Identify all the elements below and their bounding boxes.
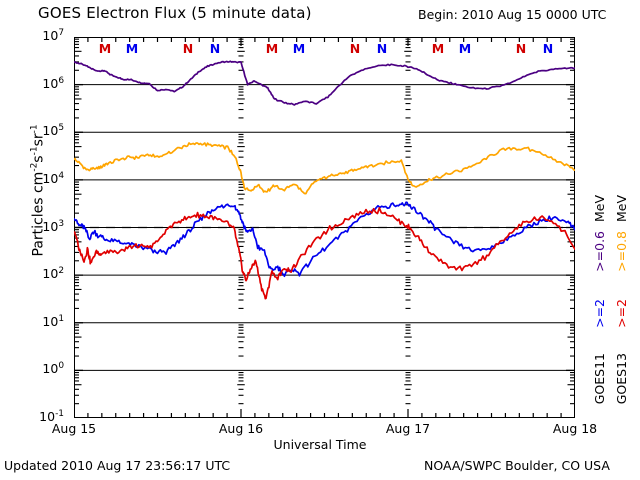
updated-timestamp: Updated 2010 Aug 17 23:56:17 UTC: [4, 458, 231, 473]
y-axis-label-s: s: [30, 155, 47, 163]
legend-goes13-satellite: GOES13: [614, 353, 629, 405]
legend-goes13-energy: >=0.8: [614, 231, 629, 272]
series-line: [74, 201, 575, 278]
event-flag: N: [182, 41, 194, 56]
event-flag: M: [431, 41, 445, 56]
y-axis-exp-2: -1: [29, 146, 40, 156]
y-axis-tick-label: 100: [42, 361, 65, 377]
gridlines: [74, 84, 575, 371]
legend-goes13-unit: MeV: [614, 195, 629, 223]
x-axis-label: Universal Time: [273, 437, 367, 452]
legend-goes11-energy: >=0.6: [592, 231, 607, 272]
series-line: [74, 207, 575, 300]
event-flag: M: [265, 41, 279, 56]
y-axis-tick-label: 105: [42, 123, 65, 139]
chart-canvas[interactable]: [74, 37, 575, 418]
event-flag: N: [542, 41, 554, 56]
x-axis-tick-label: Aug 18: [552, 421, 598, 436]
data-series-group: [74, 60, 575, 300]
y-axis-tick-label: 106: [42, 75, 65, 91]
y-axis-tick-label: 103: [42, 218, 65, 234]
x-axis-tick-label: Aug 16: [218, 421, 264, 436]
legend-goes11-e2: >=2: [592, 299, 607, 328]
event-flag: N: [349, 41, 361, 56]
x-axis-tick-label: Aug 17: [385, 421, 431, 436]
y-axis-tick-label: 107: [42, 28, 65, 44]
event-flag: M: [125, 41, 139, 56]
legend-goes13-e2: >=2: [614, 299, 629, 328]
event-flag: M: [458, 41, 472, 56]
y-axis-tick-label: 104: [42, 170, 65, 187]
event-flag: M: [98, 41, 112, 56]
begin-time-label: Begin: 2010 Aug 15 0000 UTC: [418, 7, 607, 22]
event-flag: N: [515, 41, 527, 56]
series-line: [74, 142, 575, 195]
credit-label: NOAA/SWPC Boulder, CO USA: [424, 458, 610, 473]
y-axis-tick-label: 10-1: [39, 409, 65, 425]
legend-goes11-satellite: GOES11: [592, 353, 607, 405]
event-flag: N: [209, 41, 221, 56]
series-line: [74, 60, 575, 106]
y-axis-tick-label: 101: [42, 313, 65, 329]
y-axis-tick-label: 102: [42, 266, 65, 282]
legend-goes11-unit: MeV: [592, 195, 607, 223]
chart-title: GOES Electron Flux (5 minute data): [38, 4, 312, 22]
x-axis-tick-label: Aug 15: [51, 421, 97, 436]
event-flag: N: [376, 41, 388, 56]
event-flag: M: [292, 41, 306, 56]
